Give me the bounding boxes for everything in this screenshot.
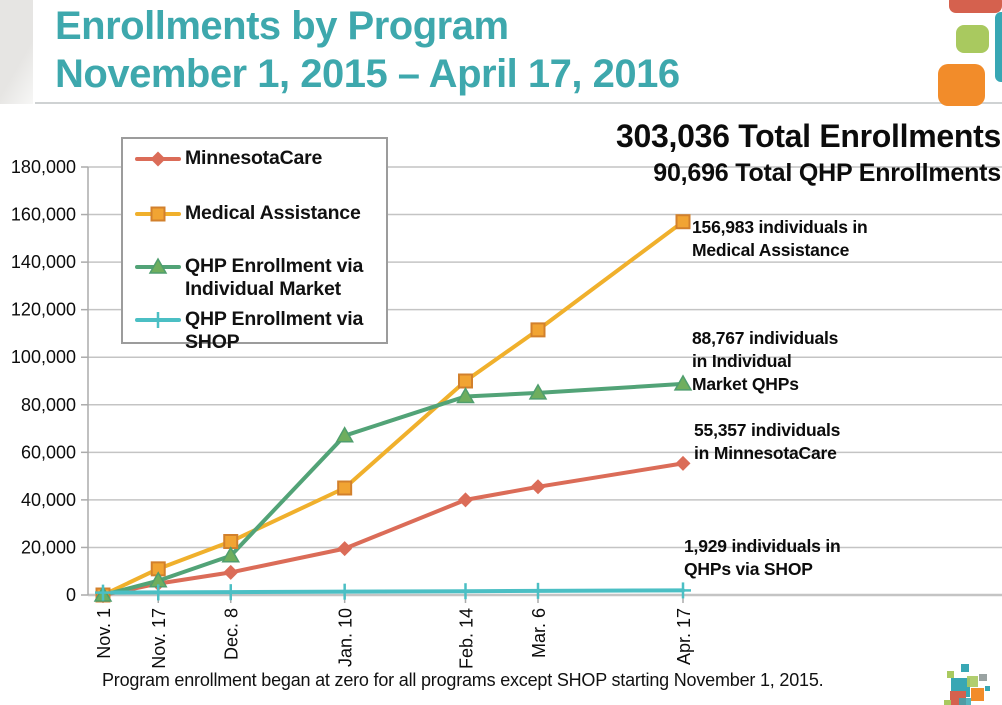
series-line-triangle — [101, 381, 685, 597]
chart-legend: MinnesotaCare Medical Assistance QHP Enr… — [121, 137, 388, 353]
legend-item-qhp-shop: QHP Enrollment via SHOP — [135, 308, 382, 354]
diamond-marker — [530, 479, 546, 495]
qhp-individual-triangle-icon — [135, 255, 185, 279]
x-axis-label: Mar. 6 — [529, 608, 549, 658]
legend-label: MinnesotaCare — [185, 147, 323, 169]
qhp-shop-plus-icon — [135, 308, 185, 332]
y-axis-label: 100,000 — [11, 347, 76, 367]
diamond-marker — [675, 455, 691, 471]
y-axis-label: 80,000 — [21, 395, 76, 415]
diamond-marker — [337, 541, 353, 557]
title-divider — [35, 102, 1002, 104]
triangle-marker — [673, 374, 693, 391]
legend-label: Medical Assistance — [185, 202, 361, 224]
triangle-marker — [456, 386, 475, 404]
legend-label: QHP Enrollment via SHOP — [185, 308, 364, 353]
slide-edge-shading — [0, 0, 33, 104]
square-marker — [337, 480, 353, 496]
callout-shop: 1,929 individuals in QHPs via SHOP — [684, 536, 841, 579]
minnesotacare-diamond-icon — [135, 147, 185, 171]
triangle-marker — [148, 257, 168, 274]
triangle-marker — [528, 383, 548, 400]
y-axis-label: 140,000 — [11, 252, 76, 272]
y-axis-label: 40,000 — [21, 490, 76, 510]
page-title: Enrollments by Program November 1, 2015 … — [55, 2, 935, 98]
x-axis-label: Apr. 17 — [674, 608, 694, 665]
x-axis-label: Jan. 10 — [336, 608, 356, 667]
square-marker — [223, 534, 239, 549]
callout-individual-qhp: 88,767 individuals in Individual Market … — [692, 328, 839, 394]
total-qhp-enrollments: 90,696 Total QHP Enrollments — [653, 159, 1001, 187]
legend-item-medical-assistance: Medical Assistance — [135, 202, 382, 226]
deco-green-square — [956, 25, 989, 53]
callout-medical-assistance: 156,983 individuals in Medical Assistanc… — [692, 217, 868, 260]
square-marker — [675, 214, 691, 230]
deco-teal-bar — [995, 12, 1002, 82]
total-enrollments: 303,036 Total Enrollments — [616, 118, 1001, 154]
square-marker — [458, 373, 473, 389]
diamond-marker — [458, 492, 473, 508]
legend-item-qhp-individual: QHP Enrollment via Individual Market — [135, 255, 382, 301]
series-line-plus — [101, 588, 685, 595]
callout-minnesotacare: 55,357 individuals in MinnesotaCare — [694, 420, 841, 463]
square-marker — [150, 206, 166, 222]
footer-note: Program enrollment began at zero for all… — [102, 670, 824, 690]
y-axis-label: 160,000 — [11, 205, 76, 225]
y-axis-label: 0 — [66, 585, 76, 605]
y-axis-label: 20,000 — [21, 537, 76, 557]
diamond-marker — [223, 564, 239, 580]
deco-orange-square — [938, 64, 985, 106]
y-axis-label: 60,000 — [21, 442, 76, 462]
series-line-diamond — [101, 461, 685, 597]
triangle-marker — [335, 426, 354, 443]
legend-label: QHP Enrollment via Individual Market — [185, 255, 364, 300]
x-axis-label: Dec. 8 — [222, 608, 242, 660]
legend-item-minnesotacare: MinnesotaCare — [135, 147, 382, 171]
mnsure-logo-mark — [938, 658, 1002, 705]
totals-block: 303,036 Total Enrollments 90,696 Total Q… — [616, 118, 1001, 188]
medical-assistance-square-icon — [135, 202, 185, 226]
square-marker — [530, 322, 546, 338]
diamond-marker — [150, 151, 166, 167]
deco-red-tab — [949, 0, 1002, 13]
x-axis-label: Nov. 1 — [94, 608, 114, 659]
y-axis-label: 180,000 — [11, 157, 76, 177]
triangle-marker — [221, 546, 241, 563]
page-title-line2: November 1, 2015 – April 17, 2016 — [55, 52, 680, 96]
page-title-line1: Enrollments by Program — [55, 4, 509, 48]
y-axis-label: 120,000 — [11, 300, 76, 320]
x-axis-label: Feb. 14 — [457, 608, 477, 669]
x-axis-label: Nov. 17 — [149, 608, 169, 669]
